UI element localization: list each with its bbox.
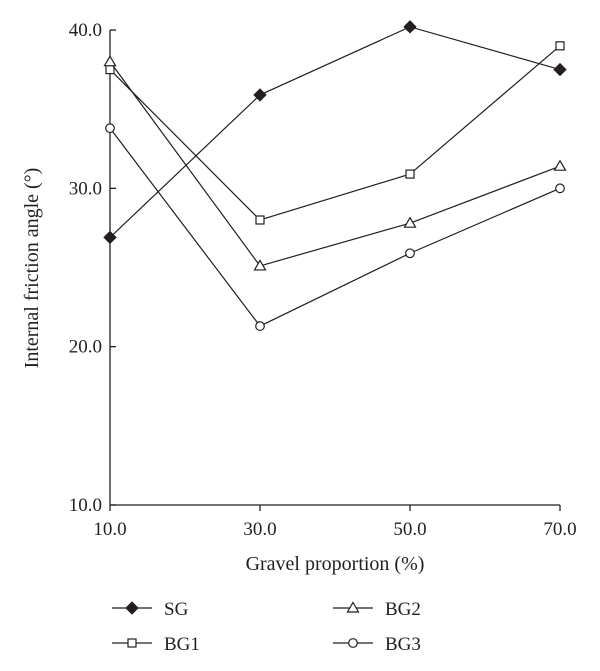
data-point-sg: [403, 20, 417, 34]
series-line-bg2: [109, 61, 561, 267]
data-point-bg1: [555, 41, 565, 51]
y-tick-label: 20.0: [69, 337, 102, 358]
legend-item-bg2: BG2: [333, 599, 421, 620]
series-sg: [103, 20, 567, 245]
legend-marker-bg3: [348, 638, 358, 648]
series-bg3: [105, 123, 565, 331]
series-line-bg1: [109, 45, 561, 221]
legend-label-sg: SG: [164, 599, 189, 620]
x-axis-title: Gravel proportion (%): [246, 553, 425, 575]
legend-marker-sg: [125, 601, 139, 615]
data-point-bg2: [403, 216, 417, 228]
y-ticks: 10.0 20.0 30.0 40.0: [69, 20, 116, 516]
legend-marker-bg2: [346, 601, 360, 613]
data-point-sg: [253, 88, 267, 102]
x-tick-label: 10.0: [93, 519, 126, 540]
legend-item-bg3: BG3: [333, 634, 421, 655]
x-tick-label: 30.0: [243, 519, 276, 540]
series-line-sg: [109, 26, 561, 238]
y-axis-title: Internal friction angle (°): [21, 168, 43, 369]
data-point-bg2: [103, 54, 117, 67]
axes: [109, 30, 560, 506]
legend-item-bg1: BG1: [112, 634, 200, 655]
data-point-bg1: [105, 64, 115, 75]
data-point-bg3: [405, 248, 415, 259]
legend-label-bg1: BG1: [164, 634, 200, 655]
data-point-bg3: [105, 123, 115, 134]
legend-label-bg2: BG2: [385, 599, 421, 620]
x-tick-label: 70.0: [543, 519, 576, 540]
data-point-bg1: [405, 169, 415, 179]
series-line-bg3: [109, 127, 561, 327]
series-bg2: [103, 54, 567, 271]
y-tick-label: 10.0: [69, 495, 102, 516]
x-tick-label: 50.0: [393, 519, 426, 540]
data-point-sg: [553, 62, 567, 77]
legend-item-sg: SG: [112, 599, 189, 620]
series-bg1: [105, 41, 565, 225]
series-group: [103, 20, 567, 331]
data-point-bg1: [255, 215, 265, 225]
data-point-sg: [103, 230, 117, 245]
data-point-bg2: [553, 159, 567, 171]
data-point-bg3: [255, 321, 265, 331]
y-tick-label: 40.0: [69, 20, 102, 41]
y-tick-label: 30.0: [69, 178, 102, 199]
data-point-bg2: [253, 259, 267, 271]
legend-marker-bg1: [127, 638, 137, 648]
legend: SG BG2 BG1 BG3: [112, 599, 421, 655]
x-ticks: 10.0 30.0 50.0 70.0: [93, 505, 577, 540]
legend-label-bg3: BG3: [385, 634, 421, 655]
data-point-bg3: [555, 183, 565, 194]
